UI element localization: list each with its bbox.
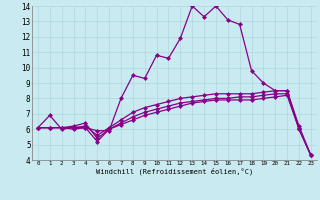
X-axis label: Windchill (Refroidissement éolien,°C): Windchill (Refroidissement éolien,°C) xyxy=(96,168,253,175)
